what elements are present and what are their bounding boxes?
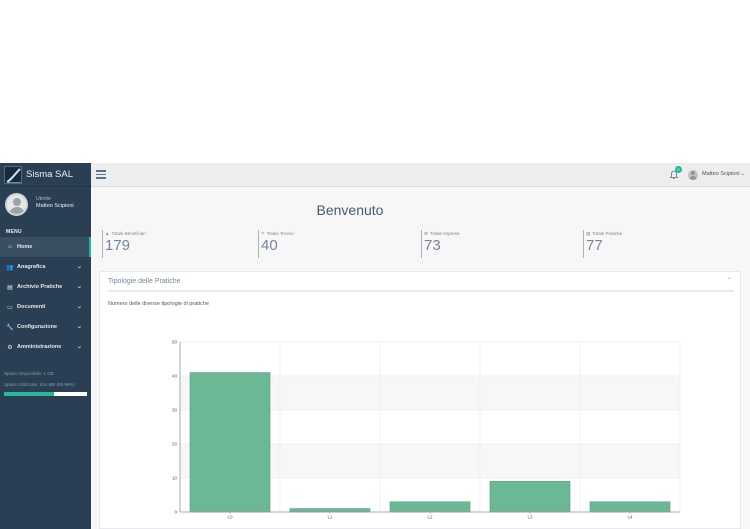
- disk-used: Spazio Utilizzato: 614 MB (59.96%): [4, 382, 75, 387]
- topbar: 0 Matteo Scipioni⌄: [91, 163, 750, 187]
- tile-tecnici: ✎ Totale Tecnici 40: [258, 230, 294, 258]
- tile-imprese: ⚙ Totale Imprese 73: [421, 230, 460, 258]
- tile-value: 40: [261, 237, 278, 254]
- sidebar-item-archivio-pratiche[interactable]: ▤ Archivio Pratiche ⌄: [0, 277, 91, 297]
- tile-pratiche: ▤ Totale Pratiche 77: [583, 230, 622, 258]
- sidebar-item-label: Home: [17, 244, 33, 250]
- tile-label: Totale Beneficiari: [111, 231, 146, 236]
- cogs-icon: ⚙: [424, 231, 429, 236]
- x-tick-label: L1: [327, 515, 333, 520]
- chevron-down-icon: ⌄: [76, 264, 82, 270]
- panel-subtitle: Numero delle diverse tipologie di pratic…: [108, 301, 209, 307]
- x-tick-label: L2: [427, 515, 433, 520]
- avatar: [5, 193, 28, 216]
- sidebar-item-label: Anagrafica: [17, 264, 46, 270]
- menu-toggle-icon[interactable]: [96, 170, 106, 179]
- user-menu[interactable]: Matteo Scipioni⌄: [702, 171, 745, 177]
- y-tick-label: 0: [174, 510, 177, 515]
- profile-name: Matteo Scipioni: [36, 203, 74, 209]
- wrench-icon: 🔧: [6, 324, 14, 331]
- chevron-down-icon: ⌄: [76, 344, 82, 350]
- user-name: Matteo Scipioni: [702, 171, 740, 177]
- archive-icon: ▤: [586, 231, 591, 236]
- sidebar-item-label: Amministrazione: [17, 344, 62, 350]
- sidebar-item-configurazione[interactable]: 🔧 Configurazione ⌄: [0, 317, 91, 337]
- tile-value: 77: [586, 237, 603, 254]
- x-tick-label: L3: [527, 515, 533, 520]
- page-title: Benvenuto: [316, 202, 384, 218]
- chevron-down-icon: ⌄: [76, 304, 82, 310]
- y-tick-label: 40: [172, 374, 178, 379]
- disk-available: Spazio Disponibile: 1 GB: [4, 371, 54, 376]
- app: Sisma SAL Utente Matteo Scipioni MENU ⌂ …: [0, 163, 750, 529]
- y-tick-label: 30: [172, 408, 178, 413]
- wrench-icon: ✎: [261, 231, 265, 236]
- archive-icon: ▤: [7, 284, 13, 291]
- brand-title: Sisma SAL: [26, 169, 73, 180]
- sidebar-item-amministrazione[interactable]: ⚙ Amministrazione ⌄: [0, 337, 91, 357]
- users-icon: 👥: [6, 264, 14, 271]
- chevron-down-icon: ⌄: [76, 324, 82, 330]
- panel-title: Tipologie delle Pratiche: [108, 278, 181, 285]
- main-content: Benvenuto ▲ Totale Beneficiari 179 ✎ Total…: [91, 187, 750, 529]
- chevron-down-icon: ⌄: [76, 284, 82, 290]
- home-icon: ⌂: [8, 244, 12, 250]
- sidebar-item-anagrafica[interactable]: 👥 Anagrafica ⌄: [0, 257, 91, 277]
- y-tick-label: 50: [172, 340, 178, 345]
- sidebar: Sisma SAL Utente Matteo Scipioni MENU ⌂ …: [0, 163, 91, 529]
- bar-L4: [589, 501, 671, 513]
- brand-logo: [4, 165, 22, 184]
- sidebar-item-label: Documenti: [17, 304, 46, 310]
- x-tick-label: L0: [227, 515, 233, 520]
- bar-chart: 0 10 20 30 40 50 L0 L1 L2 L3 L4: [172, 340, 681, 520]
- panel-tipologie: Tipologie delle Pratiche ⌃ Numero delle …: [99, 271, 741, 529]
- sidebar-item-label: Archivio Pratiche: [17, 284, 63, 290]
- sidebar-profile: Utente Matteo Scipioni: [0, 193, 91, 227]
- y-tick-label: 20: [172, 442, 178, 447]
- tile-beneficiari: ▲ Totale Beneficiari 179: [102, 230, 146, 258]
- notification-badge: 0: [675, 166, 682, 173]
- x-tick-label: L4: [627, 515, 633, 520]
- chevron-down-icon: ⌄: [740, 171, 745, 177]
- sidebar-item-label: Configurazione: [17, 324, 58, 330]
- panel-header: Tipologie delle Pratiche ⌃: [108, 272, 734, 292]
- grid-band: [180, 342, 680, 376]
- inbox-icon: ▭: [7, 304, 13, 311]
- user-avatar[interactable]: [688, 170, 698, 180]
- bar-L3: [489, 481, 571, 513]
- brand[interactable]: Sisma SAL: [0, 163, 91, 187]
- bar-L1: [289, 508, 371, 513]
- profile-role: Utente: [36, 196, 51, 202]
- chevron-up-icon[interactable]: ⌃: [726, 278, 732, 284]
- disk-progress-fill: [4, 392, 54, 396]
- y-tick-label: 10: [172, 476, 178, 481]
- user-icon: ▲: [105, 231, 110, 236]
- bar-L0: [189, 372, 271, 513]
- tile-value: 73: [424, 237, 441, 254]
- cogs-icon: ⚙: [7, 344, 13, 351]
- disk-progress-bar: [4, 392, 87, 396]
- menu-title: MENU: [6, 229, 22, 235]
- sidebar-item-documenti[interactable]: ▭ Documenti ⌄: [0, 297, 91, 317]
- tile-label: Totale Imprese: [430, 231, 460, 236]
- bar-L2: [389, 501, 471, 513]
- tile-label: Totale Pratiche: [592, 231, 623, 236]
- tile-label: Totale Tecnici: [266, 231, 294, 236]
- tile-value: 179: [105, 237, 131, 254]
- disk-usage: Spazio Disponibile: 1 GB Spazio Utilizza…: [4, 368, 88, 396]
- sidebar-item-home[interactable]: ⌂ Home: [0, 237, 91, 257]
